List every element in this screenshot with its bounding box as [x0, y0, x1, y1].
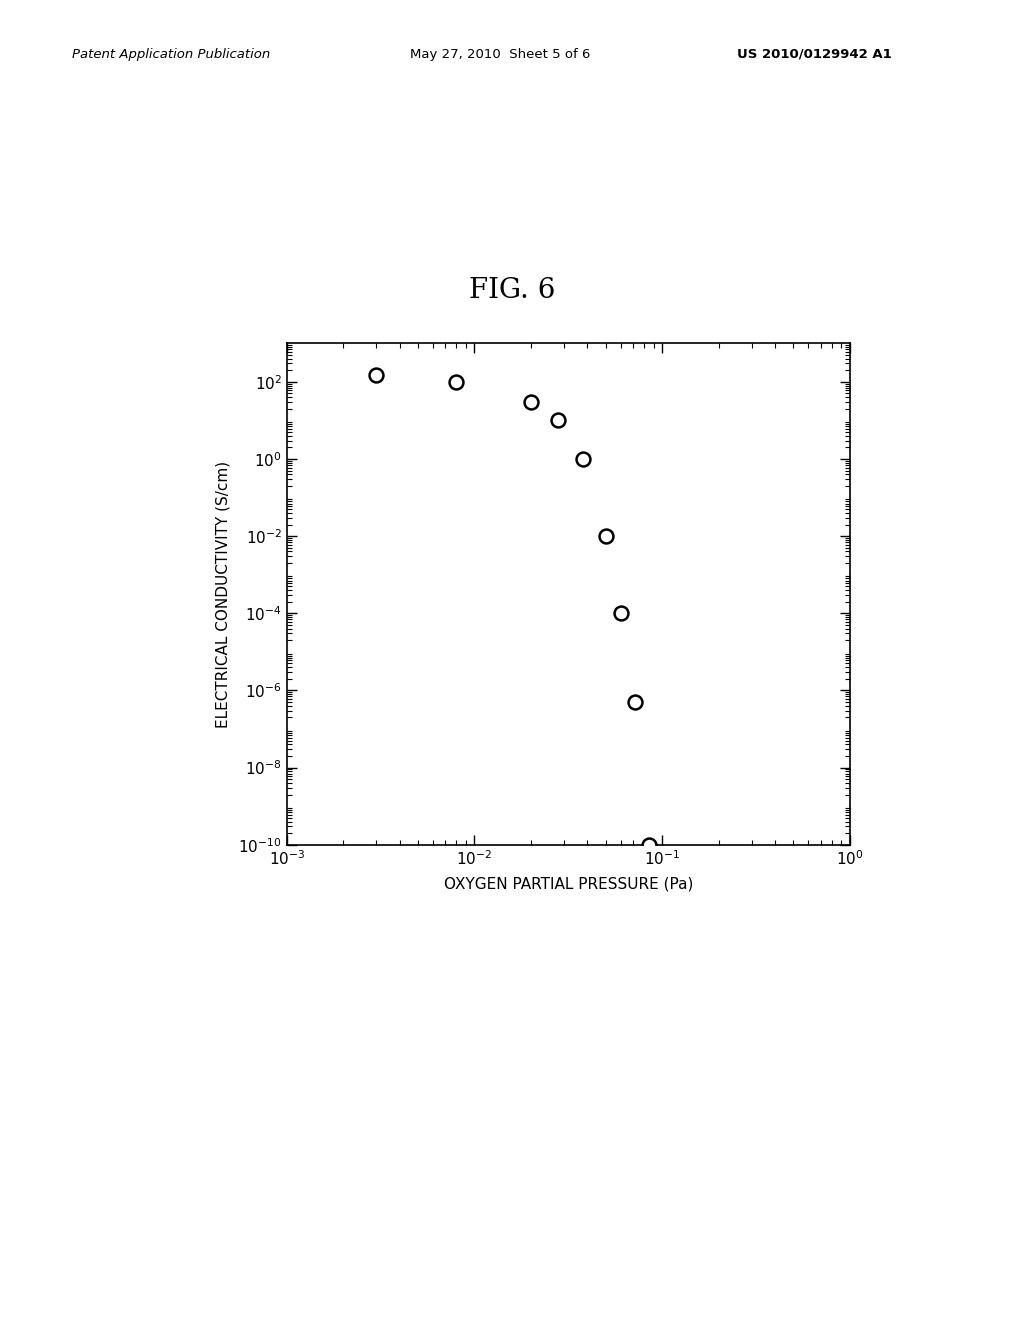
- Text: US 2010/0129942 A1: US 2010/0129942 A1: [737, 48, 892, 61]
- Point: [612, 603, 629, 624]
- Text: May 27, 2010  Sheet 5 of 6: May 27, 2010 Sheet 5 of 6: [410, 48, 590, 61]
- Text: Patent Application Publication: Patent Application Publication: [72, 48, 270, 61]
- Point: [641, 834, 657, 855]
- Point: [449, 371, 465, 392]
- Point: [523, 392, 540, 413]
- Point: [550, 409, 566, 430]
- Text: FIG. 6: FIG. 6: [469, 277, 555, 304]
- X-axis label: OXYGEN PARTIAL PRESSURE (Pa): OXYGEN PARTIAL PRESSURE (Pa): [443, 876, 693, 892]
- Y-axis label: ELECTRICAL CONDUCTIVITY (S/cm): ELECTRICAL CONDUCTIVITY (S/cm): [215, 461, 230, 727]
- Point: [597, 525, 613, 546]
- Point: [628, 692, 644, 713]
- Point: [575, 449, 592, 470]
- Point: [368, 364, 384, 385]
